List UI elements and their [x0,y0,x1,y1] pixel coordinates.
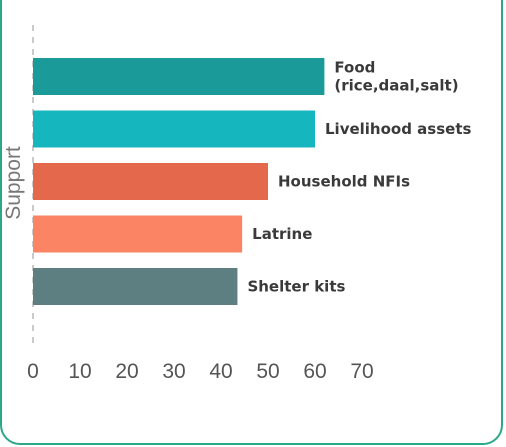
bar-label-3: Latrine [252,225,312,243]
bar-4 [33,268,238,305]
bar-label-4: Shelter kits [247,278,345,296]
bars-group [33,58,325,305]
x-tick-label-2: 20 [115,360,138,383]
x-tick-label-1: 10 [68,360,91,383]
bar-3 [33,215,243,253]
bar-label-line: Food [334,59,375,77]
bar-1 [33,110,315,148]
bar-label-0: Food (rice,daal,salt) [334,59,458,95]
bar-label-1: Livelihood assets [325,120,472,138]
bar-labels-group: Food (rice,daal,salt) Livelihood assets Hou… [247,59,471,296]
x-ticks-group: 0 10 20 30 40 50 60 70 [27,360,374,383]
x-tick-label-4: 40 [209,360,232,383]
x-tick-label-3: 30 [162,360,185,383]
bar-label-line: Latrine [252,225,312,243]
x-tick-label-6: 60 [303,360,326,383]
x-tick-label-0: 0 [27,360,39,383]
bar-label-line: Household NFIs [278,173,410,191]
bar-label-line: (rice,daal,salt) [334,77,458,95]
x-tick-label-7: 70 [350,360,373,383]
bar-label-2: Household NFIs [278,173,410,191]
bar-0 [33,58,325,95]
bar-label-line: Shelter kits [247,278,345,296]
bar-label-line: Livelihood assets [325,120,472,138]
y-axis-title: Support [2,146,25,220]
bar-2 [33,163,268,200]
x-tick-label-5: 50 [256,360,279,383]
